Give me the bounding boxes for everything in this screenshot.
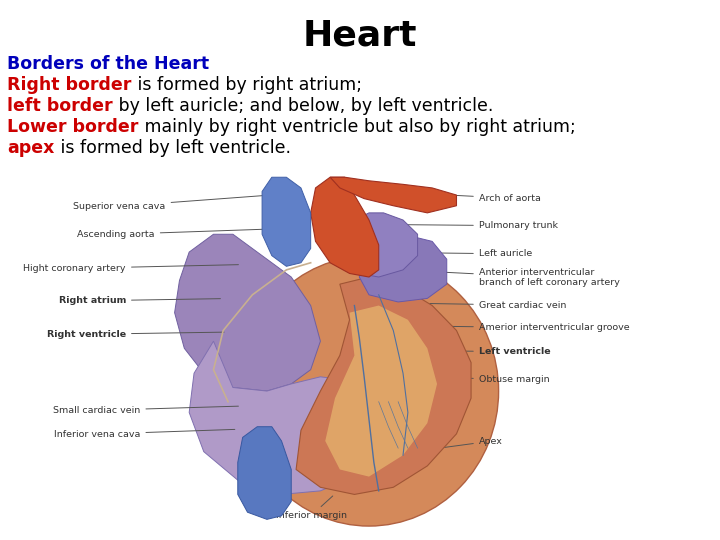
Text: Right ventricle: Right ventricle — [47, 330, 224, 339]
Text: Heart: Heart — [302, 19, 418, 53]
Text: by left auricle; and below, by left ventricle.: by left auricle; and below, by left vent… — [113, 97, 493, 115]
Text: left border: left border — [7, 97, 113, 115]
Polygon shape — [126, 170, 612, 526]
Text: Great cardiac vein: Great cardiac vein — [430, 301, 566, 309]
Text: Superior vena cava: Superior vena cava — [73, 194, 276, 211]
Polygon shape — [359, 234, 446, 302]
Text: mainly by right ventricle but also by right atrium;: mainly by right ventricle but also by ri… — [138, 118, 575, 136]
Text: Apex: Apex — [433, 437, 503, 449]
Text: Pulmonary trunk: Pulmonary trunk — [402, 221, 558, 230]
Polygon shape — [311, 177, 379, 277]
Text: Right atrium: Right atrium — [58, 296, 220, 305]
Polygon shape — [330, 177, 456, 213]
Polygon shape — [262, 177, 311, 266]
Text: Hight coronary artery: Hight coronary artery — [24, 264, 238, 273]
Text: Obtuse margin: Obtuse margin — [464, 375, 549, 384]
Text: Inferior vena cava: Inferior vena cava — [54, 429, 235, 438]
Polygon shape — [325, 306, 437, 477]
Text: Inferior margin: Inferior margin — [276, 496, 346, 520]
Text: Amerior interventricular groove: Amerior interventricular groove — [435, 323, 629, 332]
Polygon shape — [296, 277, 471, 495]
Text: Small cardiac vein: Small cardiac vein — [53, 406, 238, 415]
Text: Borders of the Heart: Borders of the Heart — [7, 55, 210, 73]
Polygon shape — [174, 234, 320, 391]
Ellipse shape — [239, 256, 498, 526]
Text: is formed by left ventricle.: is formed by left ventricle. — [55, 139, 291, 157]
Text: is formed by right atrium;: is formed by right atrium; — [132, 76, 361, 94]
Polygon shape — [189, 341, 379, 495]
Text: Right border: Right border — [7, 76, 132, 94]
Text: Lower border: Lower border — [7, 118, 138, 136]
Text: Anterior interventricular
branch of left coronary artery: Anterior interventricular branch of left… — [424, 268, 620, 287]
Text: Arch of aorta: Arch of aorta — [408, 193, 541, 202]
Text: Ascending aorta: Ascending aorta — [77, 229, 269, 239]
Polygon shape — [350, 213, 418, 277]
Text: apex: apex — [7, 139, 55, 157]
Text: Left ventricle: Left ventricle — [449, 347, 550, 356]
Text: Left auricle: Left auricle — [417, 249, 532, 258]
Polygon shape — [238, 427, 291, 519]
